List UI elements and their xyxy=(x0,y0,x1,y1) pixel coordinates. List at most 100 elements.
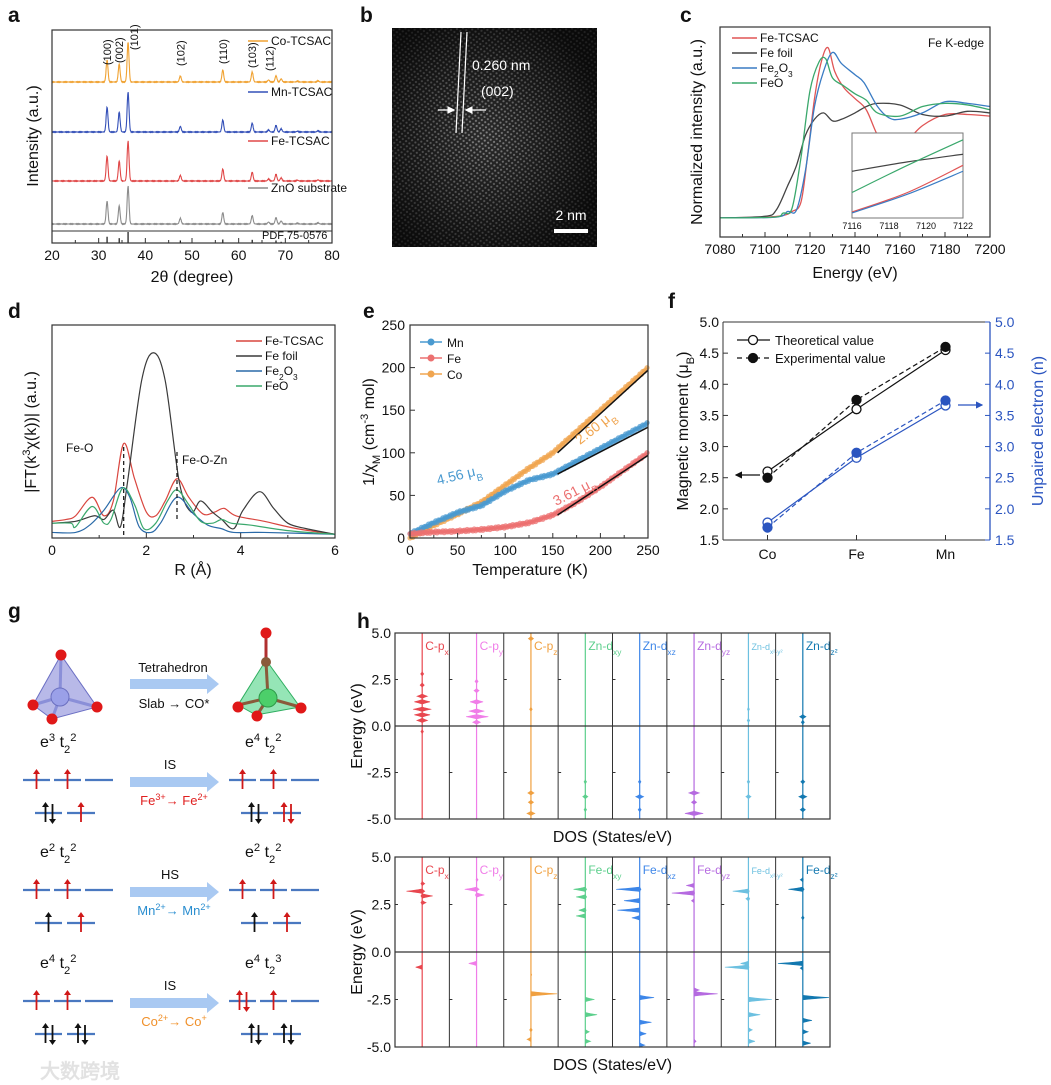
y-tick-label: 1.5 xyxy=(700,532,720,548)
arrow-head xyxy=(270,769,277,774)
dos-peak xyxy=(686,882,695,889)
orbital-label: Zn-dyz xyxy=(697,639,730,657)
dos-peak xyxy=(777,960,804,967)
dos-peak xyxy=(419,682,425,688)
dos-peak xyxy=(693,991,718,997)
dos-peak xyxy=(526,810,536,817)
data-point-fe xyxy=(644,450,650,456)
ft-curve xyxy=(51,487,336,535)
x-tick-label: 7080 xyxy=(704,241,735,257)
scale-bar-label: 2 nm xyxy=(555,207,586,223)
series-line xyxy=(409,367,648,539)
dos-peak xyxy=(530,972,533,978)
arrow-head xyxy=(280,1023,288,1028)
panel-label-h: h xyxy=(357,610,370,633)
legend-marker xyxy=(427,338,435,346)
x-axis-label: Temperature (K) xyxy=(472,562,588,579)
y-axis-label: Intensity (a.u.) xyxy=(25,85,42,186)
legend-marker xyxy=(747,352,759,364)
xanes-curve xyxy=(719,46,991,219)
curie-weiss-fit-line xyxy=(557,369,649,454)
x-category-label: Co xyxy=(759,546,777,562)
lattice-fringe-line xyxy=(455,31,462,134)
pdos-subplot: Fe-dz² xyxy=(777,857,838,1047)
oxygen-atom xyxy=(27,699,39,711)
x-tick-label: 100 xyxy=(494,542,518,558)
x-tick-label: 7100 xyxy=(749,241,780,257)
curie-weiss-fit-line xyxy=(557,454,649,516)
pdos-subplot: Zn-dxy xyxy=(582,633,622,819)
final-configuration-label: e4 t23 xyxy=(245,953,282,977)
dos-peak xyxy=(420,899,427,906)
y-tick-label: 0.0 xyxy=(372,944,392,960)
panel-label-f: f xyxy=(668,290,676,313)
final-configuration-label: e2 t22 xyxy=(245,842,282,866)
orbital-label: Zn-dx²-y² xyxy=(751,642,782,656)
orbital-label: C-pz xyxy=(534,639,558,657)
fe-o-zn-annotation: Fe-O-Zn xyxy=(182,453,227,467)
y-axis-label: Normalized intensity (a.u.) xyxy=(689,39,706,225)
dos-peak xyxy=(415,717,429,723)
dos-peak xyxy=(693,1038,697,1045)
dos-peak xyxy=(414,712,431,718)
dos-peak xyxy=(576,894,588,900)
pdos-row-2: C-px C-py C-pz Fe-dxy Fe-dxz Fe-dyz Fe-dx²-y² F… xyxy=(349,849,838,1074)
dos-peak xyxy=(724,964,750,970)
y2-tick-label: 4.0 xyxy=(995,376,1015,392)
arrow-head xyxy=(236,990,243,995)
transition-arrow-icon xyxy=(130,993,219,1013)
dos-peak xyxy=(740,960,749,967)
x-axis-label: 2θ (degree) xyxy=(151,269,234,286)
y-tick-label: 3.0 xyxy=(700,439,720,455)
orbital-label: C-pz xyxy=(534,863,558,881)
spin-configuration-row: e3 t22 e4 t22 IS Fe3+→ Fe2+ xyxy=(23,732,319,824)
y-tick-label: 0 xyxy=(397,530,405,546)
x-category-label: Fe xyxy=(848,546,865,562)
dos-peak xyxy=(583,778,588,785)
y2-tick-label: 5.0 xyxy=(995,314,1015,330)
xrd-trace-zno-substrate xyxy=(51,185,333,226)
arrow-head xyxy=(77,912,85,917)
watermark-logo: 大数跨境 xyxy=(40,1059,120,1083)
y-tick-label: 2.5 xyxy=(372,897,392,913)
arrow-head xyxy=(251,912,258,917)
x-axis-label: Energy (eV) xyxy=(812,265,897,282)
dos-peak xyxy=(415,964,423,970)
dos-peak xyxy=(745,895,751,902)
arrow-head xyxy=(77,802,85,807)
panel-b-hrtem-image: 0.260 nm (002) 2 nm xyxy=(392,28,597,247)
legend-label: Fe2O3 xyxy=(265,364,298,382)
dos-peak xyxy=(748,1012,761,1018)
carbon-atom xyxy=(261,657,271,667)
dos-peak xyxy=(746,778,751,785)
y-tick-label: 5.0 xyxy=(372,849,392,865)
arrow-head xyxy=(248,802,255,807)
dos-peak xyxy=(468,708,485,714)
dos-peak xyxy=(414,699,431,705)
x-tick-label: 7120 xyxy=(794,241,825,257)
series-line xyxy=(767,346,946,479)
spin-configuration-row: e4 t22 e4 t23 IS Co2+→ Co+ xyxy=(23,953,319,1045)
orbital-label: C-py xyxy=(480,639,504,657)
orbital-label: Fe-dxy xyxy=(588,863,622,881)
dos-peak xyxy=(747,706,750,713)
legend-label: Fe-TCSAC xyxy=(265,334,324,348)
legend-marker xyxy=(747,334,759,346)
orbital-label: C-px xyxy=(425,639,449,657)
peak-label: (100) xyxy=(102,39,114,65)
peak-label: (102) xyxy=(175,40,187,66)
arrow-head xyxy=(42,802,49,807)
x-category-label: Mn xyxy=(936,546,955,562)
peak-label: (103) xyxy=(247,42,259,68)
legend-label: Fe-TCSAC xyxy=(760,31,819,45)
legend-label: FeO xyxy=(760,76,783,90)
ft-curve xyxy=(51,486,336,535)
inset-curve xyxy=(851,164,964,213)
dos-peak xyxy=(748,996,773,1003)
dos-peak xyxy=(800,779,806,785)
oxygen-atom xyxy=(295,702,307,714)
legend-label: FeO xyxy=(265,379,288,393)
plot-frame xyxy=(409,324,649,539)
